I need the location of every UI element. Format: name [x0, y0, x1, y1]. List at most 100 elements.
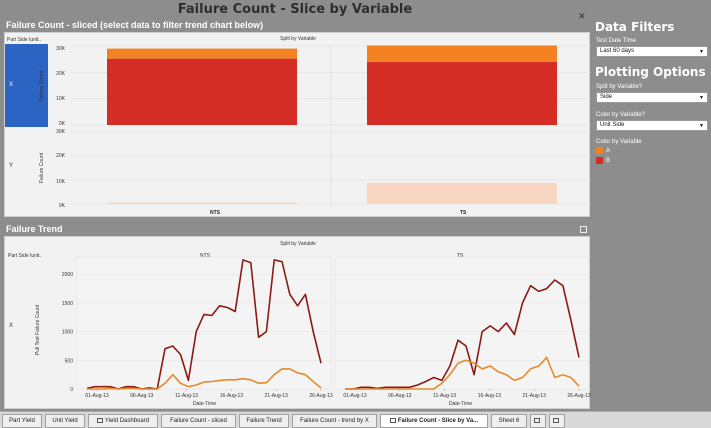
data-filters-title: Data Filters — [595, 20, 675, 34]
tab-label: Yield Dashboard — [104, 418, 150, 424]
tick-label: 20K — [56, 71, 65, 77]
trend-line-a-nts[interactable] — [87, 368, 322, 390]
bar-segment-a-ts[interactable] — [367, 182, 557, 204]
bar-chart-row-y[interactable] — [71, 130, 591, 206]
dashboard-icon — [389, 417, 396, 423]
split-dropdown[interactable]: Side ▼ — [596, 92, 708, 103]
sheet-tab-bar: Part Yield Unit Yield Yield Dashboard Fa… — [0, 411, 711, 428]
trend-panel-bg — [76, 256, 332, 390]
failure-count-subtitle: (select data to filter trend chart below… — [100, 20, 264, 30]
y-axis-title-top: Failure Count — [39, 70, 46, 102]
tick-label: 30K — [56, 129, 65, 135]
tab-part-yield[interactable]: Part Yield — [2, 414, 42, 428]
bar-chart-row-x[interactable] — [71, 44, 591, 127]
failure-trend-title: Failure Trend — [6, 224, 63, 234]
trend-col-nts: NTS — [200, 253, 210, 259]
color-dropdown[interactable]: Unit Side ▼ — [596, 120, 708, 131]
chevron-down-icon: ▼ — [699, 95, 704, 101]
split-label: Split by Variable? — [596, 84, 643, 90]
row-x-label: X — [9, 82, 14, 88]
x-tick-label: 06-Aug-13 — [388, 393, 412, 399]
row-x-selected[interactable]: X — [5, 44, 48, 127]
test-date-dropdown[interactable]: Last 60 days ▼ — [596, 46, 708, 57]
tick-label: 10K — [56, 179, 65, 185]
tab-failure-count-sliced[interactable]: Failure Count - sliced — [161, 414, 236, 428]
x-tick-label: 11-Aug-13 — [433, 393, 456, 399]
bar-segment-a-nts[interactable] — [107, 202, 297, 205]
trend-line-b-ts[interactable] — [345, 279, 580, 390]
y-tick-label: 0 — [70, 387, 73, 393]
new-sheet-button[interactable] — [530, 414, 546, 428]
x-tick-label: 11-Aug-13 — [175, 393, 198, 399]
trend-col-ts: TS — [457, 253, 464, 259]
x-tick-label: 01-Aug-13 — [85, 393, 109, 399]
legend-label-b: B — [606, 158, 611, 164]
y-tick-label: 1000 — [62, 330, 73, 336]
y-tick-label: 2000 — [62, 272, 73, 278]
x-tick-label: 16-Aug-13 — [220, 393, 244, 399]
failure-count-title: Failure Count - sliced — [6, 20, 98, 30]
trend-panel-bg — [334, 256, 590, 390]
failure-count-panel[interactable]: Part Side Iunit.. Split by Variable X Y … — [4, 32, 591, 217]
bar-segment-a-nts[interactable] — [107, 48, 297, 59]
x-tick-label: 26-Aug-13 — [567, 393, 591, 399]
row-y-label[interactable]: Y — [9, 163, 14, 169]
tab-unit-yield[interactable]: Unit Yield — [45, 414, 85, 428]
trend-line-b-nts[interactable] — [86, 259, 322, 390]
col-label-ts: TS — [460, 210, 467, 216]
tab-sheet-6[interactable]: Sheet 6 — [491, 414, 527, 428]
trend-col-header: Split by Variable — [280, 241, 316, 247]
y-axis-title-bottom: Failure Count — [39, 152, 46, 184]
trend-x-axis-title-ts: Date-Time — [449, 401, 473, 407]
tab-failure-count-slice-by-variable[interactable]: Failure Count - Slice by Va... — [380, 414, 488, 428]
split-value: Side — [600, 94, 613, 100]
trend-line-a-ts[interactable] — [345, 356, 580, 390]
bar-segment-a-ts[interactable] — [367, 45, 557, 62]
failure-count-header: Failure Count - sliced (select data to f… — [4, 18, 590, 32]
x-tick-label: 21-Aug-13 — [523, 393, 547, 399]
tab-failure-count-trend-by-x[interactable]: Failure Count - trend by X — [292, 414, 377, 428]
trend-row-x: X — [9, 323, 14, 329]
new-dashboard-icon — [553, 417, 559, 423]
col-label-nts: NTS — [210, 210, 220, 216]
y-tick-label: 500 — [65, 358, 74, 364]
tick-label: 0K — [58, 203, 65, 209]
x-tick-label: 06-Aug-13 — [130, 393, 154, 399]
col-header: Split by Variable — [280, 36, 316, 42]
legend-swatch-a[interactable] — [596, 147, 603, 154]
expand-icon[interactable] — [580, 226, 587, 233]
chevron-down-icon: ▼ — [699, 49, 704, 55]
tab-yield-dashboard[interactable]: Yield Dashboard — [88, 414, 158, 428]
page-title: Failure Count - Slice by Variable — [177, 2, 413, 17]
test-date-label: Test Date Time — [596, 38, 637, 44]
tick-label: 30K — [56, 46, 65, 52]
trend-line-chart[interactable]: 2000 1500 1000 500 0 01-Aug-13 06-Aug-13 11-Aug… — [5, 237, 591, 410]
tab-label: Failure Count - Slice by Va... — [397, 418, 479, 424]
new-worksheet-icon — [534, 417, 540, 423]
trend-row-header: Part Side Iunit.. — [8, 253, 43, 259]
legend-label-a: A — [606, 148, 611, 154]
bar-segment-b-nts[interactable] — [107, 58, 297, 125]
y-tick-label: 1500 — [62, 301, 73, 307]
new-dashboard-button[interactable] — [549, 414, 565, 428]
legend-swatch-b[interactable] — [596, 157, 603, 164]
tab-failure-trend[interactable]: Failure Trend — [239, 414, 289, 428]
test-date-value: Last 60 days — [600, 48, 635, 54]
x-tick-label: 21-Aug-13 — [265, 393, 289, 399]
close-icon[interactable]: ✕ — [578, 11, 586, 21]
plotting-options-title: Plotting Options — [595, 65, 706, 79]
row-header: Part Side Iunit.. — [7, 37, 42, 43]
tick-label: 10K — [56, 96, 65, 102]
tick-label: 20K — [56, 153, 65, 159]
x-tick-label: 16-Aug-13 — [478, 393, 502, 399]
color-value: Unit Side — [600, 122, 625, 128]
chevron-down-icon: ▼ — [699, 123, 704, 129]
bar-segment-b-ts[interactable] — [367, 61, 557, 125]
x-tick-label: 26-Aug-13 — [309, 393, 333, 399]
failure-trend-panel[interactable]: Part Side Iunit.. Split by Variable NTS … — [4, 236, 591, 410]
dashboard-icon — [96, 417, 103, 423]
legend-title: Color by Variable — [596, 139, 642, 145]
tick-label: 0K — [58, 121, 65, 127]
color-label: Color by Variable? — [596, 112, 645, 118]
trend-x-axis-title-nts: Date-Time — [193, 401, 217, 407]
